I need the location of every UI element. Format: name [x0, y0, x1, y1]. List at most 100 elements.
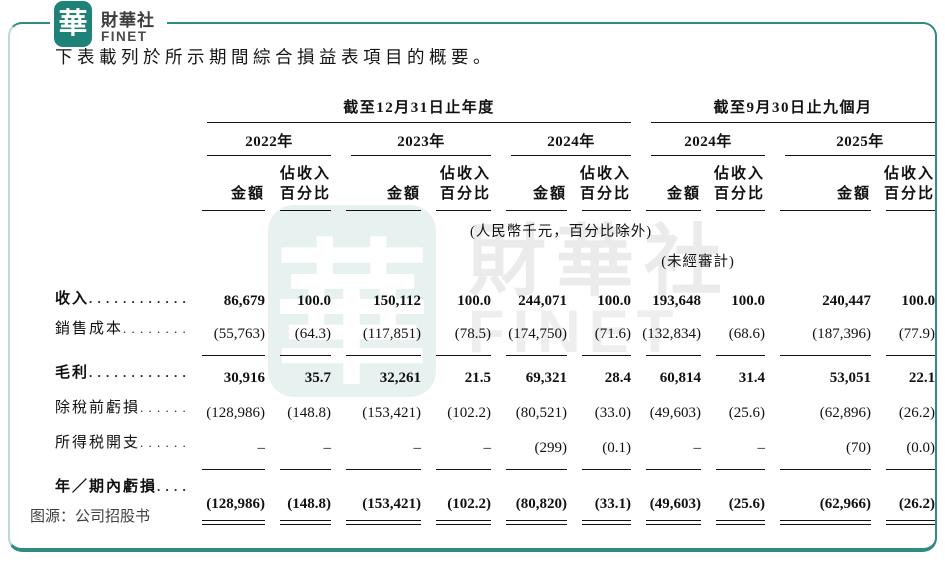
cell-value: (26.2) [898, 495, 936, 512]
cell-value: (80,521) [515, 404, 567, 421]
cell-value: – [323, 439, 332, 456]
watermark-logo-icon: 華 [268, 205, 436, 403]
amount-header: 金額 [491, 156, 567, 211]
logo-glyph: 華 [58, 7, 88, 40]
brand-name-en: FINET [101, 28, 148, 44]
cell-value: 60,814 [659, 369, 702, 386]
amount-header: 金額 [331, 156, 421, 211]
pct-of-revenue-header: 佔收入 百分比 [567, 156, 632, 211]
group-header-nine-months: 截至9月30日止九個月 [651, 96, 936, 123]
cell-value: (55,763) [213, 325, 265, 342]
cell-value: 53,051 [829, 369, 872, 386]
year-2023: 2023年 [351, 130, 491, 156]
cell-value: (25.6) [728, 495, 766, 512]
row-label: 年／期內虧損 [55, 478, 158, 495]
cell-value: (132,834) [642, 325, 702, 342]
period-group-header-row: 截至12月31日止年度 截至9月30日止九個月 [55, 94, 936, 123]
cell-value: (128,986) [206, 495, 265, 512]
cell-value: (49,603) [649, 404, 702, 421]
cell-value: (153,421) [362, 495, 421, 512]
dot-leader [140, 400, 187, 416]
cell-value: (153,421) [362, 404, 421, 421]
total-double-rule-row [55, 517, 936, 526]
subtotal-rule-row [55, 466, 936, 475]
cell-value: (33.1) [594, 495, 632, 512]
table-row: 所得税開支 – – – – (299) (0.1) – – (70) (0.0) [55, 431, 935, 466]
cell-value: 100.0 [597, 293, 632, 309]
cell-value: (0.1) [602, 439, 632, 456]
year-2025: 2025年 [785, 130, 936, 156]
cell-value: 22.1 [908, 369, 936, 386]
row-label: 銷售成本 [55, 320, 124, 337]
cell-value: – [413, 439, 422, 456]
cell-value: (62,896) [819, 404, 872, 421]
cell-value: (174,750) [508, 325, 567, 342]
cell-value: (102.2) [447, 495, 491, 512]
cell-value: 69,321 [525, 369, 567, 386]
cell-value: 100.0 [901, 293, 936, 309]
table-row: 銷售成本 (55,763) (64.3) (117,851) (78.5) (174,75… [55, 317, 935, 352]
cell-value: 86,679 [223, 293, 265, 309]
income-statement-table: 截至12月31日止年度 截至9月30日止九個月 2022年 2023年 2024… [55, 94, 936, 526]
cell-value: (148.8) [287, 495, 331, 512]
cell-value: 240,447 [822, 293, 872, 309]
unaudited-note: (未經審計) [661, 253, 735, 270]
cell-value: 21.5 [464, 369, 491, 386]
cell-value: (148.8) [287, 404, 331, 421]
cell-value: – [257, 439, 266, 456]
brand-logo: 華 財華社 FINET [50, 1, 167, 47]
year-header-row: 2022年 2023年 2024年 2024年 2025年 [55, 123, 936, 156]
cell-value: (128,986) [206, 404, 265, 421]
amount-header: 金額 [765, 156, 872, 211]
dot-leader [89, 291, 187, 307]
finet-logo-icon: 華 [54, 1, 92, 47]
cell-value: 35.7 [304, 369, 331, 386]
cell-value: (33.0) [594, 404, 632, 421]
cell-value: (102.2) [447, 404, 491, 421]
dot-leader [123, 321, 187, 337]
cell-value: 100.0 [731, 293, 766, 309]
pct-of-revenue-header: 佔收入 百分比 [701, 156, 766, 211]
pct-of-revenue-header: 佔收入 百分比 [421, 156, 491, 211]
cell-value: (78.5) [454, 325, 491, 342]
cell-value: 244,071 [518, 293, 567, 309]
cell-value: (70) [846, 439, 872, 456]
cell-value: (25.6) [728, 404, 766, 421]
year-2024-9m: 2024年 [651, 130, 766, 156]
source-caption: 图源：公司招股书 [30, 508, 151, 525]
watermark-brand-cn: 財華社 [468, 217, 733, 305]
amount-header: 金額 [631, 156, 702, 211]
cell-value: – [483, 439, 492, 456]
row-label: 毛利 [55, 364, 90, 381]
row-label: 所得税開支 [55, 434, 141, 451]
cell-value: (0.0) [906, 439, 936, 456]
cell-value: (62,966) [819, 495, 872, 512]
page-title: 下表載列於所示期間綜合損益表項目的概要。 [55, 47, 495, 67]
year-2024: 2024年 [511, 130, 632, 156]
table-row: 收入 86,679 100.0 150,112 100.0 244,071 100.0 193… [55, 271, 935, 317]
unaudited-note-row: (未經審計) [55, 241, 935, 271]
dot-leader [89, 365, 187, 381]
cell-value: (187,396) [812, 325, 872, 342]
cell-value: (77.9) [898, 325, 936, 342]
dot-leader [157, 479, 187, 495]
cell-value: (299) [534, 439, 568, 456]
brand-name-cn: 財華社 [101, 11, 155, 30]
year-2022: 2022年 [207, 130, 331, 156]
subtotal-rule-row [55, 352, 936, 361]
brand-text: 財華社 FINET [101, 1, 155, 45]
watermark-text: 財華社 FINET [468, 222, 732, 362]
cell-value: (26.2) [898, 404, 936, 421]
sub-header-row: 金額 佔收入 百分比 金額 佔收入 百分比 金額 佔收入 百分比 金額 佔收入 百分比 金額 佔收入 百分比 [55, 156, 936, 211]
cell-value: (49,603) [649, 495, 702, 512]
group-header-annual: 截至12月31日止年度 [207, 96, 632, 123]
table-row: 毛利 30,916 35.7 32,261 21.5 69,321 28.4 60,814 31… [55, 361, 935, 396]
cell-value: 30,916 [223, 369, 265, 386]
cell-value: 150,112 [373, 293, 421, 309]
units-note-row: (人民幣千元，百分比除外) [55, 211, 935, 241]
watermark-brand-en: FINET [468, 298, 682, 365]
units-note: (人民幣千元，百分比除外) [469, 223, 653, 240]
pct-of-revenue-header: 佔收入 百分比 [871, 156, 936, 211]
dot-leader [140, 435, 187, 451]
